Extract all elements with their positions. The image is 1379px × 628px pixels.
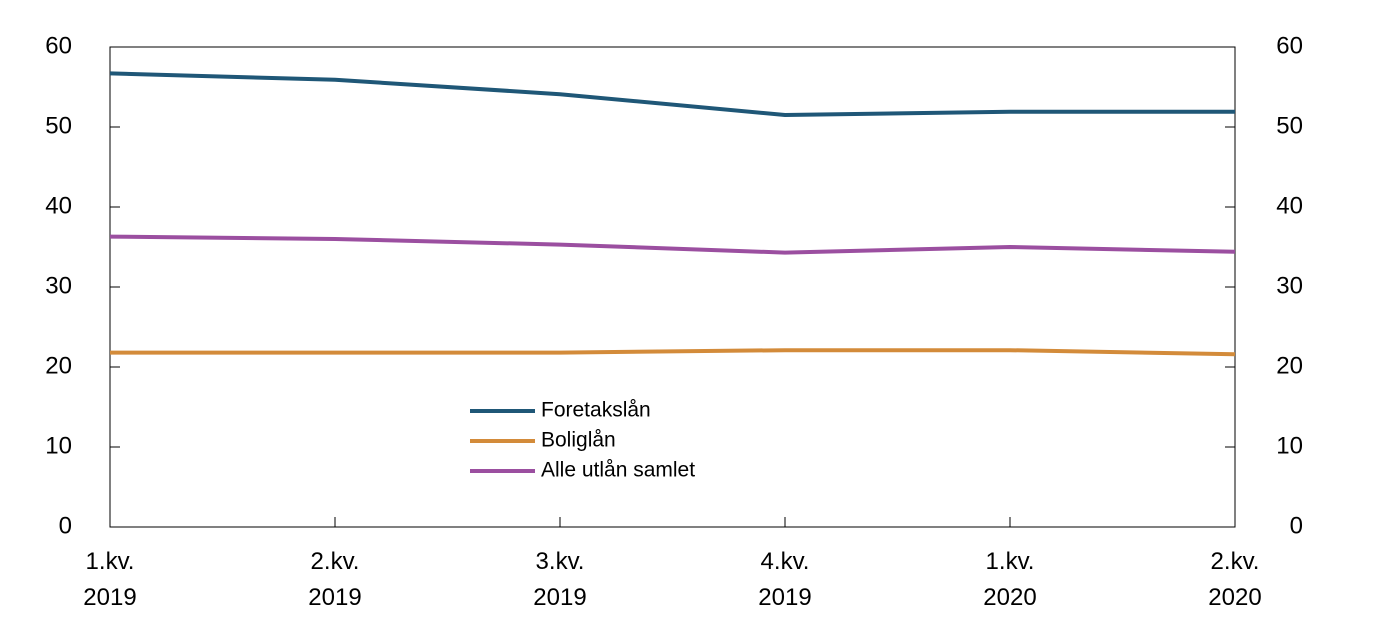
legend-label: Boliglån [541,429,616,452]
x-tick-label: 2.kv. 2019 [308,548,361,611]
series-line [109,71,1235,117]
x-tick-label: 2.kv. 2020 [1208,548,1261,611]
y-tick-label: 40 [45,192,72,219]
legend-label: Alle utlån samlet [541,459,695,482]
x-tick-label: 3.kv. 2019 [533,548,586,611]
y2-tick-label: 50 [1276,112,1303,139]
y2-tick-label: 40 [1276,192,1303,219]
y-tick-label: 20 [45,352,72,379]
y-tick-label: 10 [45,432,72,459]
y-tick-label: 30 [45,272,72,299]
y-tick-label: 60 [45,32,72,59]
y2-tick-label: 10 [1276,432,1303,459]
y-tick-label: 50 [45,112,72,139]
legend-label: Foretakslån [541,399,651,422]
x-tick-label: 4.kv. 2019 [758,548,811,611]
series-line [110,348,1236,357]
x-tick-label: 1.kv. 2020 [983,548,1036,611]
y2-tick-label: 20 [1276,352,1303,379]
plot-frame [109,46,1236,528]
y2-tick-label: 0 [1290,512,1303,539]
y2-tick-label: 60 [1276,32,1303,59]
x-tick-label: 1.kv. 2019 [83,548,136,611]
series-line [109,234,1236,255]
y2-tick-label: 30 [1276,272,1303,299]
y-tick-label: 0 [59,512,72,539]
